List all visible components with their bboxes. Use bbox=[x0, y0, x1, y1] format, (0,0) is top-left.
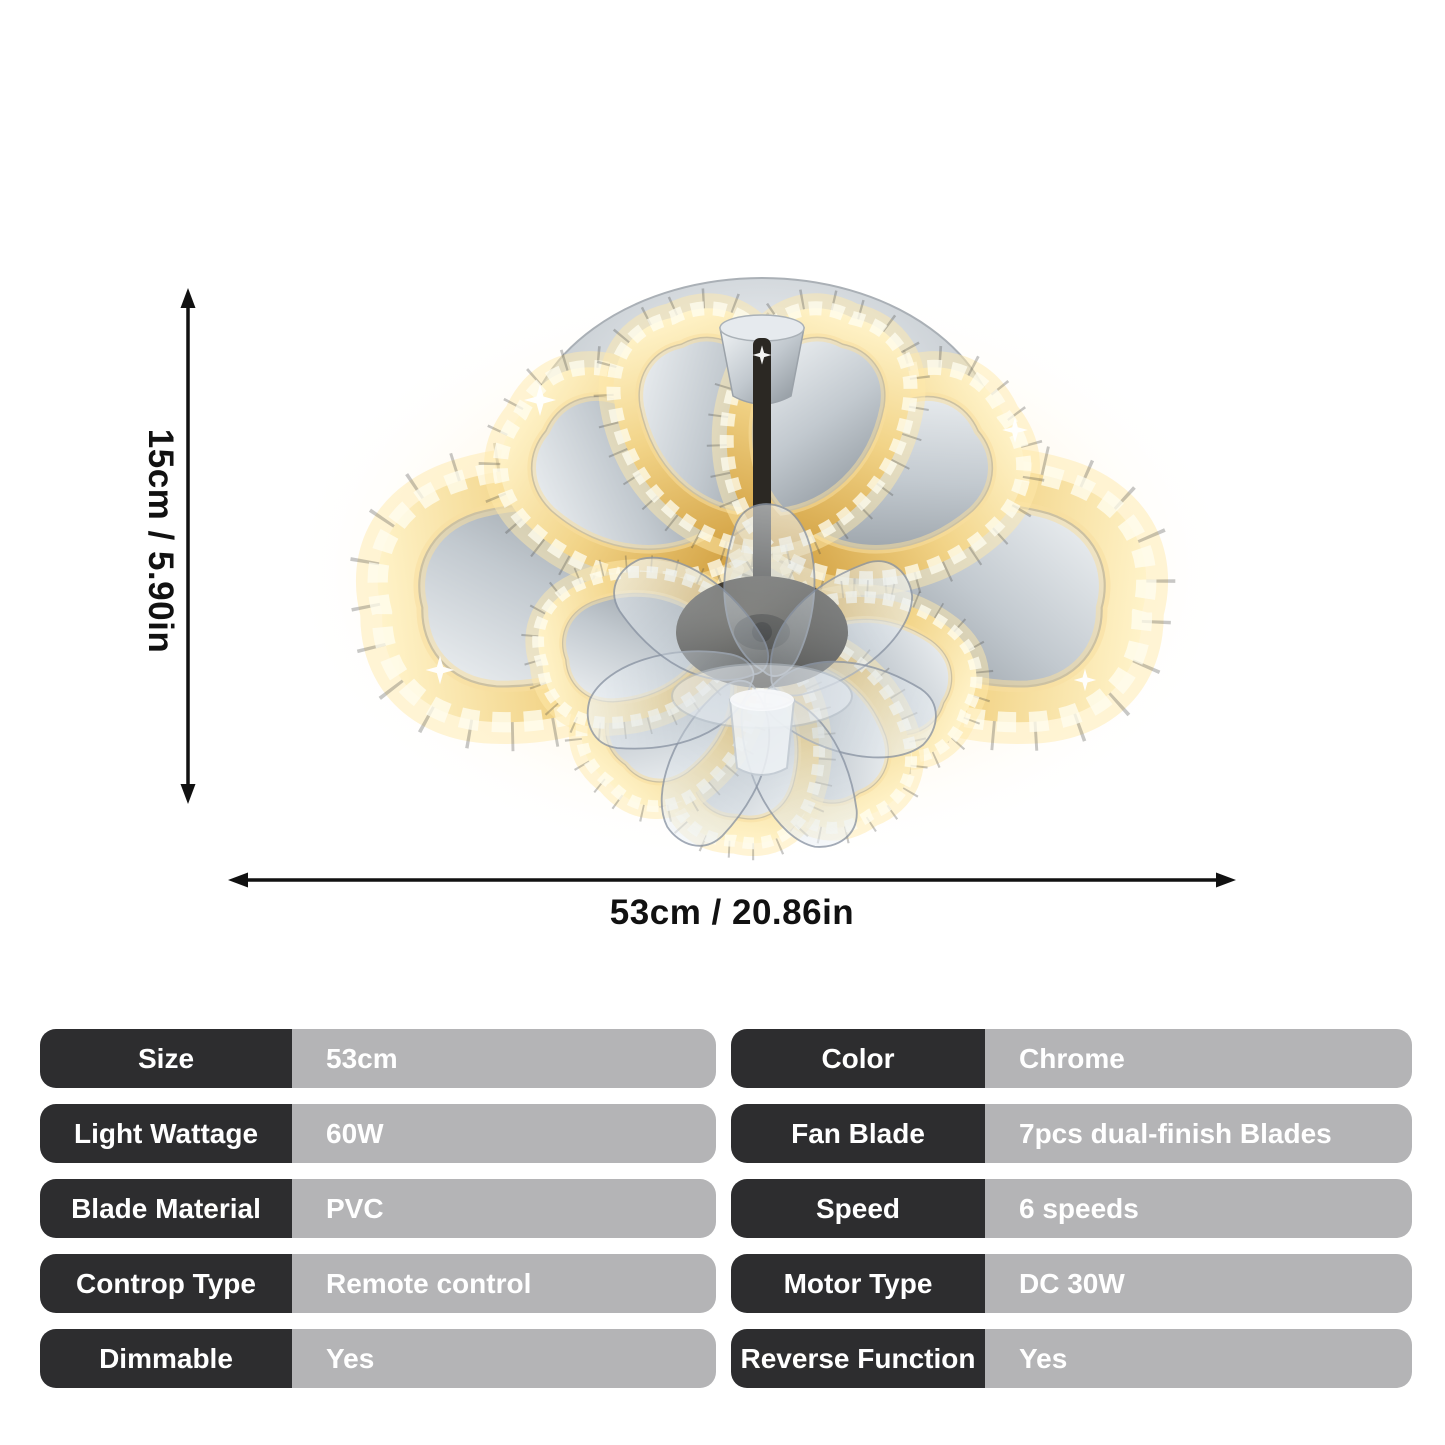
spec-row: Size 53cm bbox=[40, 1029, 716, 1088]
spec-row: Speed 6 speeds bbox=[731, 1179, 1412, 1238]
spec-label: Light Wattage bbox=[40, 1104, 292, 1163]
spec-label: Fan Blade bbox=[731, 1104, 985, 1163]
spec-value: 6 speeds bbox=[985, 1179, 1412, 1238]
spec-row: Motor Type DC 30W bbox=[731, 1254, 1412, 1313]
spec-label: Color bbox=[731, 1029, 985, 1088]
spec-value: Yes bbox=[292, 1329, 716, 1388]
spec-value: 60W bbox=[292, 1104, 716, 1163]
spec-value: Remote control bbox=[292, 1254, 716, 1313]
spec-label: Controp Type bbox=[40, 1254, 292, 1313]
spec-row: Color Chrome bbox=[731, 1029, 1412, 1088]
width-dimension-label: 53cm / 20.86in bbox=[609, 893, 855, 932]
spec-value: PVC bbox=[292, 1179, 716, 1238]
spec-row: Blade Material PVC bbox=[40, 1179, 716, 1238]
spec-row: Fan Blade 7pcs dual-finish Blades bbox=[731, 1104, 1412, 1163]
spec-label: Reverse Function bbox=[731, 1329, 985, 1388]
diffuser-cup bbox=[671, 663, 853, 776]
spec-label: Speed bbox=[731, 1179, 985, 1238]
spec-label: Motor Type bbox=[731, 1254, 985, 1313]
spec-label: Blade Material bbox=[40, 1179, 292, 1238]
width-arrow bbox=[228, 872, 1236, 888]
height-arrow bbox=[180, 288, 196, 804]
spec-row: Light Wattage 60W bbox=[40, 1104, 716, 1163]
spec-label: Size bbox=[40, 1029, 292, 1088]
spec-value: Yes bbox=[985, 1329, 1412, 1388]
spec-row: Controp Type Remote control bbox=[40, 1254, 716, 1313]
spec-value: DC 30W bbox=[985, 1254, 1412, 1313]
spec-row: Reverse Function Yes bbox=[731, 1329, 1412, 1388]
product-image-ceiling-fan bbox=[282, 250, 1235, 862]
spec-value: 7pcs dual-finish Blades bbox=[985, 1104, 1412, 1163]
spec-label: Dimmable bbox=[40, 1329, 292, 1388]
spec-value: Chrome bbox=[985, 1029, 1412, 1088]
spec-table-left: Size 53cm Light Wattage 60W Blade Materi… bbox=[40, 1029, 716, 1388]
height-dimension-label: 15cm / 5.90in bbox=[141, 428, 180, 654]
spec-value: 53cm bbox=[292, 1029, 716, 1088]
spec-table-right: Color Chrome Fan Blade 7pcs dual-finish … bbox=[731, 1029, 1412, 1388]
spec-row: Dimmable Yes bbox=[40, 1329, 716, 1388]
